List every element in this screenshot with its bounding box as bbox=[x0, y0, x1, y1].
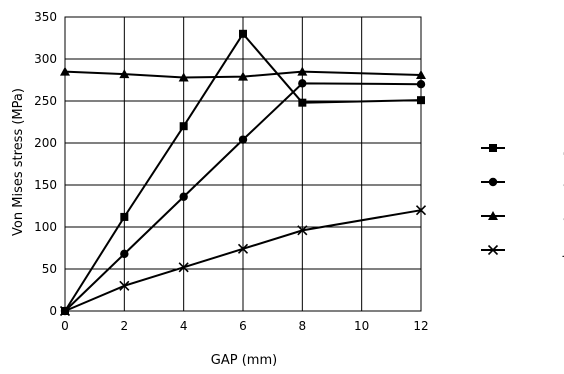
legend-marker-x bbox=[487, 244, 499, 256]
series-group bbox=[59, 29, 427, 317]
series-line bbox=[64, 70, 422, 79]
y-tick-label: 350 bbox=[34, 10, 57, 24]
data-point-triangle bbox=[119, 69, 130, 79]
legend-label: بال تیر bbox=[562, 243, 564, 258]
data-point-triangle bbox=[416, 69, 426, 79]
x-tick-label: 6 bbox=[239, 319, 247, 333]
x-tick-label: 4 bbox=[180, 319, 188, 333]
y-tick-label: 100 bbox=[34, 220, 57, 234]
data-point-square bbox=[298, 98, 307, 107]
data-point-square bbox=[239, 29, 247, 38]
data-point-square bbox=[179, 122, 188, 131]
series-line bbox=[64, 209, 422, 312]
data-point-circle bbox=[416, 80, 426, 89]
x-axis-title: GAP (mm) bbox=[211, 353, 277, 368]
data-point-circle bbox=[120, 249, 129, 259]
y-tick-label: 250 bbox=[34, 94, 57, 108]
x-tick-label: 12 bbox=[413, 319, 428, 333]
y-tick-label: 300 bbox=[34, 52, 57, 66]
data-point-square bbox=[417, 96, 425, 105]
y-tick-label: 200 bbox=[34, 136, 57, 150]
data-point-x bbox=[59, 305, 71, 317]
data-point-triangle bbox=[297, 66, 308, 76]
data-point-triangle bbox=[178, 72, 189, 82]
legend-marker-circle bbox=[488, 177, 498, 187]
legend: سخت کننده قائم سخت کننده افقی ورق انتهایی ب… bbox=[481, 141, 564, 258]
series-triangle bbox=[60, 66, 426, 82]
series-line bbox=[64, 32, 422, 312]
data-point-x bbox=[297, 225, 308, 236]
y-tick-label: 50 bbox=[42, 262, 57, 276]
data-point-circle bbox=[238, 135, 248, 144]
data-point-x bbox=[178, 262, 189, 273]
x-axis-ticks: 0 2 4 6 8 10 12 bbox=[61, 319, 428, 333]
legend-item: ورق انتهایی bbox=[481, 209, 564, 224]
legend-item: بال تیر bbox=[481, 243, 564, 258]
y-tick-label: 0 bbox=[49, 304, 57, 318]
data-point-triangle bbox=[238, 71, 248, 81]
grid bbox=[64, 16, 422, 312]
legend-item: سخت کننده قائم bbox=[481, 141, 564, 155]
data-point-x bbox=[415, 205, 427, 216]
data-point-circle bbox=[298, 79, 307, 88]
y-axis-ticks: 0 50 100 150 200 250 300 350 bbox=[34, 10, 57, 318]
y-tick-label: 150 bbox=[34, 178, 57, 192]
data-point-square bbox=[120, 212, 129, 221]
y-axis-title: Von Mises stress (MPa) bbox=[11, 88, 26, 236]
data-point-x bbox=[237, 243, 249, 254]
data-point-x bbox=[119, 280, 130, 291]
series-line bbox=[64, 82, 422, 312]
legend-marker-triangle bbox=[488, 211, 498, 220]
x-tick-label: 2 bbox=[121, 319, 129, 333]
data-point-circle bbox=[179, 192, 188, 201]
legend-item: سخت کننده افقی bbox=[481, 175, 564, 189]
plot-area-border bbox=[64, 16, 422, 312]
series-x bbox=[59, 205, 427, 317]
x-tick-label: 8 bbox=[299, 319, 307, 333]
x-tick-label: 0 bbox=[61, 319, 69, 333]
x-tick-label: 10 bbox=[354, 319, 369, 333]
data-point-triangle bbox=[60, 66, 70, 76]
legend-marker-square bbox=[489, 144, 497, 152]
